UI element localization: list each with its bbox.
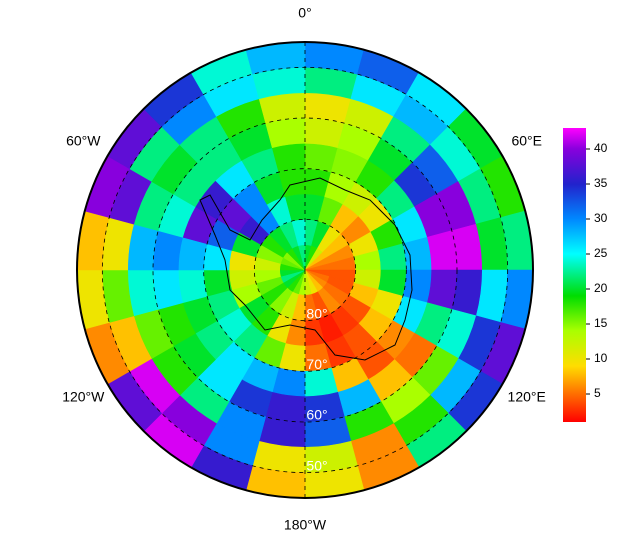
colorbar-tick-label: 40	[594, 141, 608, 155]
grid-cell	[426, 269, 458, 310]
colorbar-tick-label: 15	[594, 316, 608, 330]
grid-cell	[304, 117, 345, 149]
parallel	[253, 218, 357, 322]
map-boundary	[76, 41, 534, 499]
colorbar-tick-label: 35	[594, 176, 608, 190]
overlay: 80° 70° 60° 50° 0° 60°E 120°E 180°W 120°W 60°W 5 10…	[62, 5, 607, 533]
meridian-label: 180°W	[284, 517, 327, 533]
colorbar-tick-label: 20	[594, 281, 608, 295]
colorbar-tick-label: 25	[594, 246, 608, 260]
parallel-label: 80°	[306, 305, 327, 321]
grid-cell	[265, 117, 306, 149]
field	[76, 41, 534, 499]
coastline	[199, 177, 413, 361]
colorbar-tick-label: 30	[594, 211, 608, 225]
meridian-label: 120°W	[62, 389, 105, 405]
parallel-label: 70°	[306, 356, 327, 372]
colorbar	[563, 128, 586, 422]
grid-cell	[426, 230, 458, 271]
grid-cell	[265, 391, 306, 423]
meridian-label: 60°E	[511, 133, 542, 149]
meridian-label: 120°E	[508, 389, 546, 405]
meridian-label: 0°	[298, 5, 311, 21]
colorbar-tick-label: 10	[594, 351, 608, 365]
parallel-label: 60°	[306, 407, 327, 423]
parallel-label: 50°	[306, 457, 327, 473]
grid-cell	[152, 269, 184, 310]
meridian-label: 60°W	[66, 133, 101, 149]
colorbar-tick-label: 5	[594, 386, 601, 400]
parallel	[203, 168, 407, 372]
grid-cell	[152, 230, 184, 271]
